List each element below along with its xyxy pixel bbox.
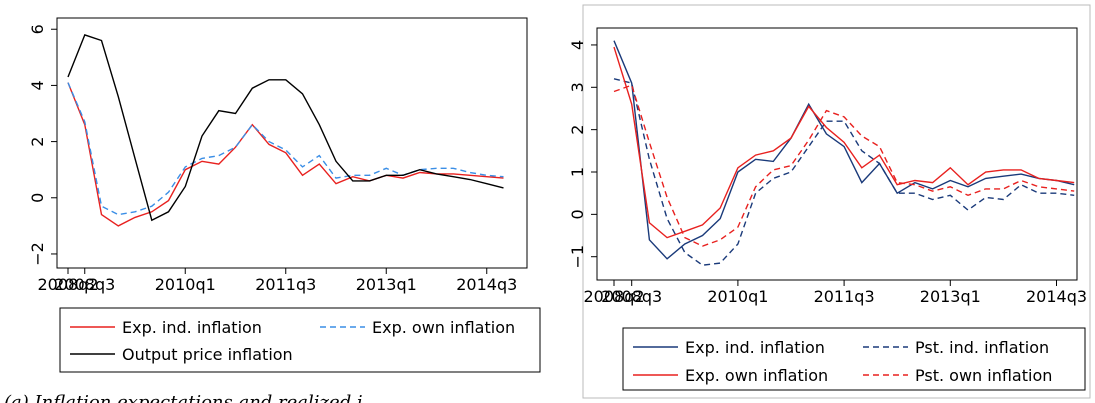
series-line bbox=[613, 78, 1075, 266]
x-tick-label: 2010q1 bbox=[155, 275, 216, 294]
panel-border bbox=[582, 4, 1091, 399]
x-tick-label: 2008q3 bbox=[54, 275, 115, 294]
y-tick-label: 4 bbox=[568, 40, 587, 50]
x-tick-label: 2008q2 bbox=[37, 275, 98, 294]
legend-label: Pst. own inflation bbox=[915, 366, 1052, 385]
y-tick-label: 3 bbox=[568, 82, 587, 92]
series-line bbox=[613, 84, 1075, 247]
y-tick-label: 0 bbox=[568, 209, 587, 219]
x-tick-label: 2014q3 bbox=[1026, 287, 1087, 306]
legend-box bbox=[622, 327, 1086, 391]
x-tick-label: 2013q1 bbox=[920, 287, 981, 306]
y-tick-label: 6 bbox=[28, 24, 47, 34]
legend-label: Exp. own inflation bbox=[685, 366, 828, 385]
y-tick-label: −1 bbox=[568, 245, 587, 269]
plot-frame bbox=[56, 17, 528, 269]
x-tick-label: 2013q1 bbox=[356, 275, 417, 294]
legend-label: Exp. ind. inflation bbox=[685, 338, 825, 357]
caption: (a) Inflation expectations and realized … bbox=[4, 392, 363, 403]
y-tick-label: 0 bbox=[28, 193, 47, 203]
y-tick-label: 2 bbox=[28, 137, 47, 147]
y-tick-label: 2 bbox=[568, 125, 587, 135]
legend-label: Exp. own inflation bbox=[372, 318, 515, 337]
legend-label: Output price inflation bbox=[122, 345, 293, 364]
x-tick-label: 2008q3 bbox=[601, 287, 662, 306]
series-line bbox=[67, 34, 504, 222]
series-line bbox=[613, 40, 1075, 260]
x-tick-label: 2010q1 bbox=[707, 287, 768, 306]
series-line bbox=[67, 82, 504, 227]
y-tick-label: −2 bbox=[28, 242, 47, 266]
legend-label: Exp. ind. inflation bbox=[122, 318, 262, 337]
series-line bbox=[67, 82, 504, 216]
x-tick-label: 2011q3 bbox=[814, 287, 875, 306]
plot-frame bbox=[596, 27, 1078, 281]
series-line bbox=[613, 46, 1075, 239]
legend-label: Pst. ind. inflation bbox=[915, 338, 1049, 357]
y-tick-label: 1 bbox=[568, 167, 587, 177]
x-tick-label: 2011q3 bbox=[255, 275, 316, 294]
legend-box bbox=[59, 307, 541, 373]
x-tick-label: 2008q2 bbox=[583, 287, 644, 306]
y-tick-label: 4 bbox=[28, 80, 47, 90]
x-tick-label: 2014q3 bbox=[456, 275, 517, 294]
